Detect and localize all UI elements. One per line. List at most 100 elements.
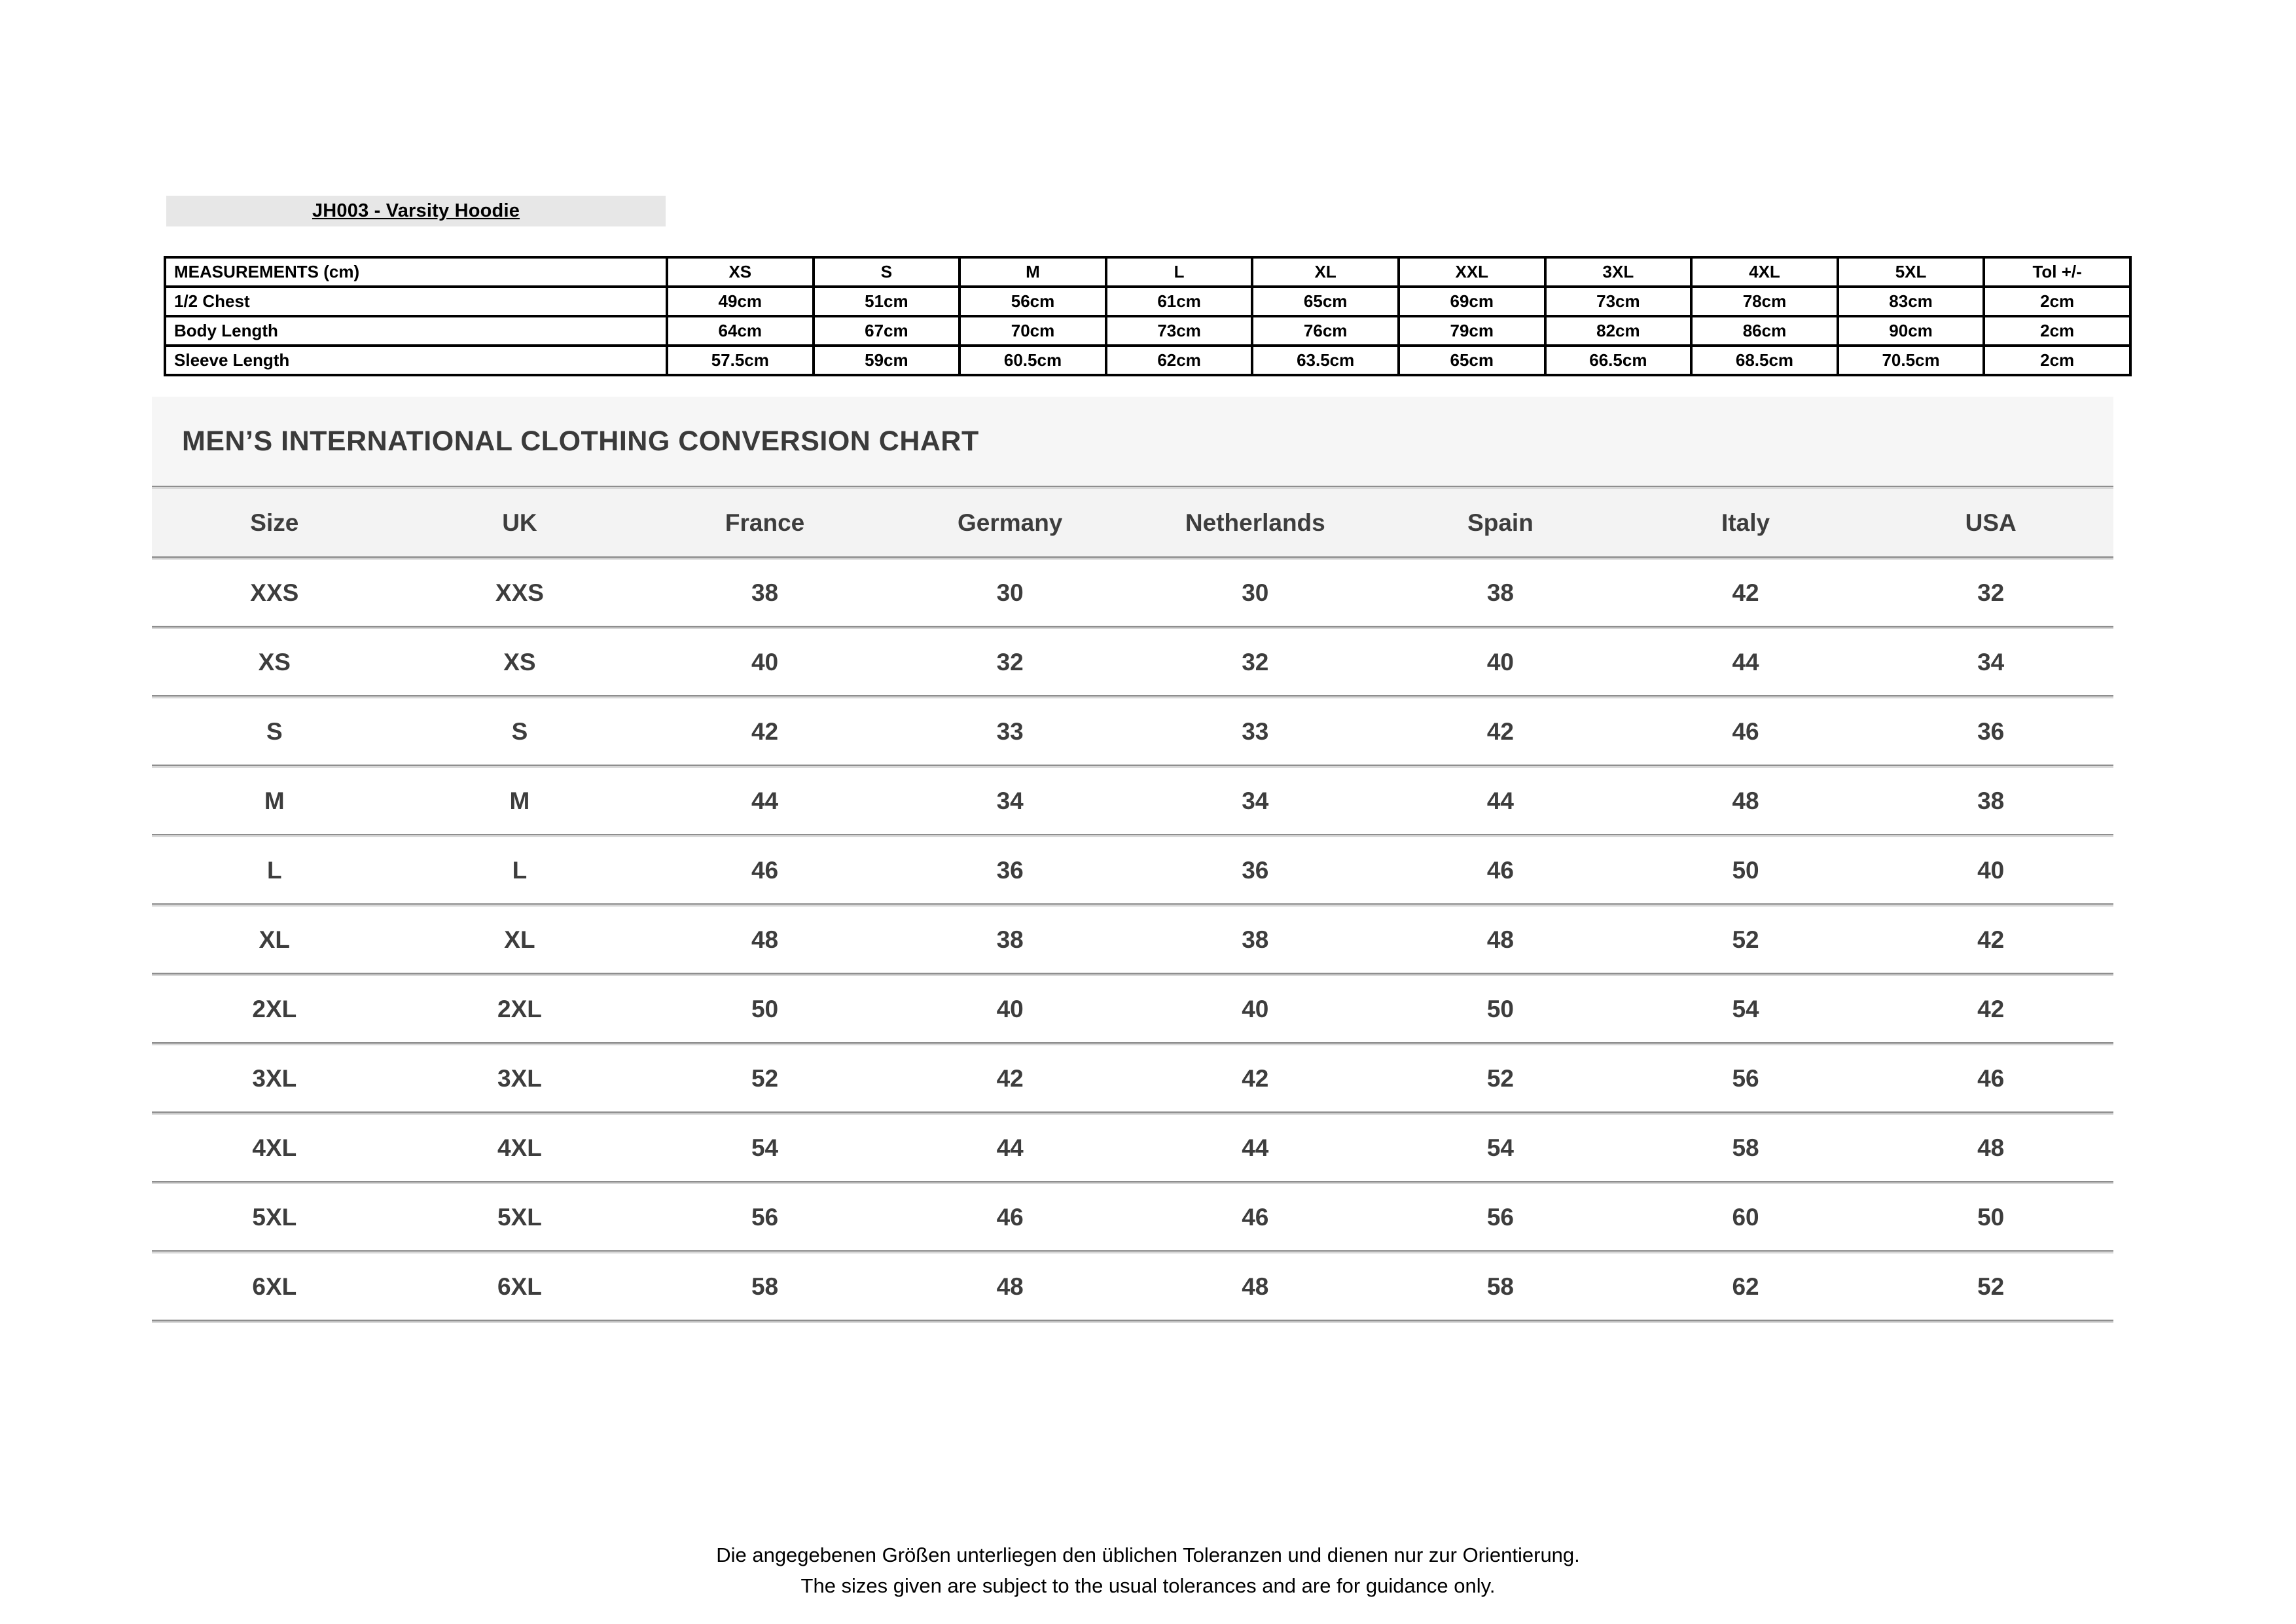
- row-divider: [152, 1042, 2113, 1045]
- table-cell: 2cm: [1982, 285, 2132, 317]
- table-cell: 2cm: [1982, 344, 2132, 376]
- table-cell: 56cm: [958, 285, 1107, 317]
- table-cell: 46: [1732, 717, 1759, 745]
- table-cell: 57.5cm: [666, 344, 815, 376]
- table-row: 3XL 3XL 52 42 42 52 56 46: [152, 1045, 2113, 1111]
- table-cell: 46: [751, 856, 779, 884]
- size-col-header: L: [1104, 256, 1254, 288]
- table-cell: 86cm: [1690, 315, 1839, 347]
- table-cell: 64cm: [666, 315, 815, 347]
- table-cell: 65cm: [1397, 344, 1547, 376]
- table-cell: 32: [1242, 648, 1269, 676]
- table-row: XL XL 48 38 38 48 52 42: [152, 907, 2113, 973]
- table-cell: 40: [1977, 856, 2005, 884]
- table-cell: 33: [996, 717, 1024, 745]
- row-divider: [152, 1181, 2113, 1184]
- column-header-size: Size: [250, 509, 299, 536]
- table-cell: 73cm: [1104, 315, 1254, 347]
- table-cell: 50: [751, 995, 779, 1022]
- table-cell: 34: [996, 787, 1024, 814]
- table-cell: 73cm: [1543, 285, 1693, 317]
- table-cell: 3XL: [252, 1064, 297, 1092]
- table-row: 2XL 2XL 50 40 40 50 54 42: [152, 976, 2113, 1042]
- table-cell: 32: [1977, 579, 2005, 606]
- table-cell: 30: [996, 579, 1024, 606]
- table-row: 1/2 Chest 49cm 51cm 56cm 61cm 65cm 69cm …: [164, 285, 2132, 317]
- column-header-netherlands: Netherlands: [1185, 509, 1325, 536]
- table-cell: 30: [1242, 579, 1269, 606]
- table-cell: M: [509, 787, 530, 814]
- size-col-header: S: [812, 256, 961, 288]
- table-cell: 79cm: [1397, 315, 1547, 347]
- column-header-uk: UK: [502, 509, 537, 536]
- table-cell: 76cm: [1251, 315, 1400, 347]
- table-cell: L: [267, 856, 282, 884]
- table-cell: 34: [1977, 648, 2005, 676]
- measurements-table: MEASUREMENTS (cm) XS S M L XL XXL 3XL 4X…: [164, 256, 2132, 376]
- table-row: 6XL 6XL 58 48 48 58 62 52: [152, 1254, 2113, 1320]
- table-cell: 54: [751, 1134, 779, 1161]
- table-cell: S: [266, 717, 283, 745]
- table-cell: 83cm: [1836, 285, 1986, 317]
- size-col-header: XXL: [1397, 256, 1547, 288]
- table-cell: 50: [1486, 995, 1515, 1022]
- table-cell: 52: [1732, 926, 1759, 953]
- table-cell: 56: [751, 1203, 779, 1231]
- table-cell: 54: [1486, 1134, 1515, 1161]
- table-row: S S 42 33 33 42 46 36: [152, 698, 2113, 765]
- table-cell: 3XL: [497, 1064, 542, 1092]
- column-header-france: France: [725, 509, 805, 536]
- table-cell: XL: [259, 926, 290, 953]
- table-cell: 38: [751, 579, 779, 606]
- table-cell: 62cm: [1104, 344, 1254, 376]
- table-cell: 42: [1242, 1064, 1269, 1092]
- size-col-header: XL: [1251, 256, 1400, 288]
- table-cell: 44: [996, 1134, 1024, 1161]
- table-cell: 66.5cm: [1543, 344, 1693, 376]
- size-col-header: 4XL: [1690, 256, 1839, 288]
- table-cell: 58: [1732, 1134, 1759, 1161]
- table-cell: 36: [996, 856, 1024, 884]
- table-cell: 40: [751, 648, 779, 676]
- table-cell: XS: [258, 648, 291, 676]
- size-col-header: M: [958, 256, 1107, 288]
- measurements-header-row: MEASUREMENTS (cm) XS S M L XL XXL 3XL 4X…: [164, 256, 2132, 288]
- table-cell: 48: [751, 926, 779, 953]
- table-cell: XS: [503, 648, 536, 676]
- table-cell: 52: [1486, 1064, 1515, 1092]
- table-cell: 50: [1732, 856, 1759, 884]
- table-cell: 44: [1486, 787, 1515, 814]
- table-cell: 34: [1242, 787, 1269, 814]
- table-row: 5XL 5XL 56 46 46 56 60 50: [152, 1184, 2113, 1250]
- table-cell: 48: [1732, 787, 1759, 814]
- row-divider: [152, 486, 2113, 489]
- table-cell: 56: [1732, 1064, 1759, 1092]
- table-cell: 42: [1732, 579, 1759, 606]
- table-cell: 48: [1242, 1272, 1269, 1300]
- table-cell: 5XL: [497, 1203, 542, 1231]
- row-divider: [152, 973, 2113, 976]
- size-col-header: 5XL: [1836, 256, 1986, 288]
- table-cell: 58: [751, 1272, 779, 1300]
- table-cell: 33: [1242, 717, 1269, 745]
- disclaimer-en: The sizes given are subject to the usual…: [800, 1574, 1496, 1597]
- table-cell: 5XL: [252, 1203, 297, 1231]
- table-cell: S: [511, 717, 528, 745]
- table-row: Sleeve Length 57.5cm 59cm 60.5cm 62cm 63…: [164, 344, 2132, 376]
- table-cell: 62: [1732, 1272, 1759, 1300]
- conversion-chart: MEN’S INTERNATIONAL CLOTHING CONVERSION …: [152, 397, 2113, 1323]
- table-cell: 32: [996, 648, 1024, 676]
- table-cell: 40: [996, 995, 1024, 1022]
- table-cell: 42: [1977, 926, 2005, 953]
- table-cell: 60.5cm: [958, 344, 1107, 376]
- table-cell: L: [512, 856, 528, 884]
- table-cell: 38: [1977, 787, 2005, 814]
- conversion-chart-title-band: MEN’S INTERNATIONAL CLOTHING CONVERSION …: [152, 397, 2113, 486]
- table-cell: 48: [1486, 926, 1515, 953]
- column-header-italy: Italy: [1721, 509, 1770, 536]
- table-row: M M 44 34 34 44 48 38: [152, 768, 2113, 834]
- table-cell: 44: [1242, 1134, 1269, 1161]
- table-cell: 51cm: [812, 285, 961, 317]
- table-cell: 70.5cm: [1836, 344, 1986, 376]
- table-cell: XXS: [495, 579, 544, 606]
